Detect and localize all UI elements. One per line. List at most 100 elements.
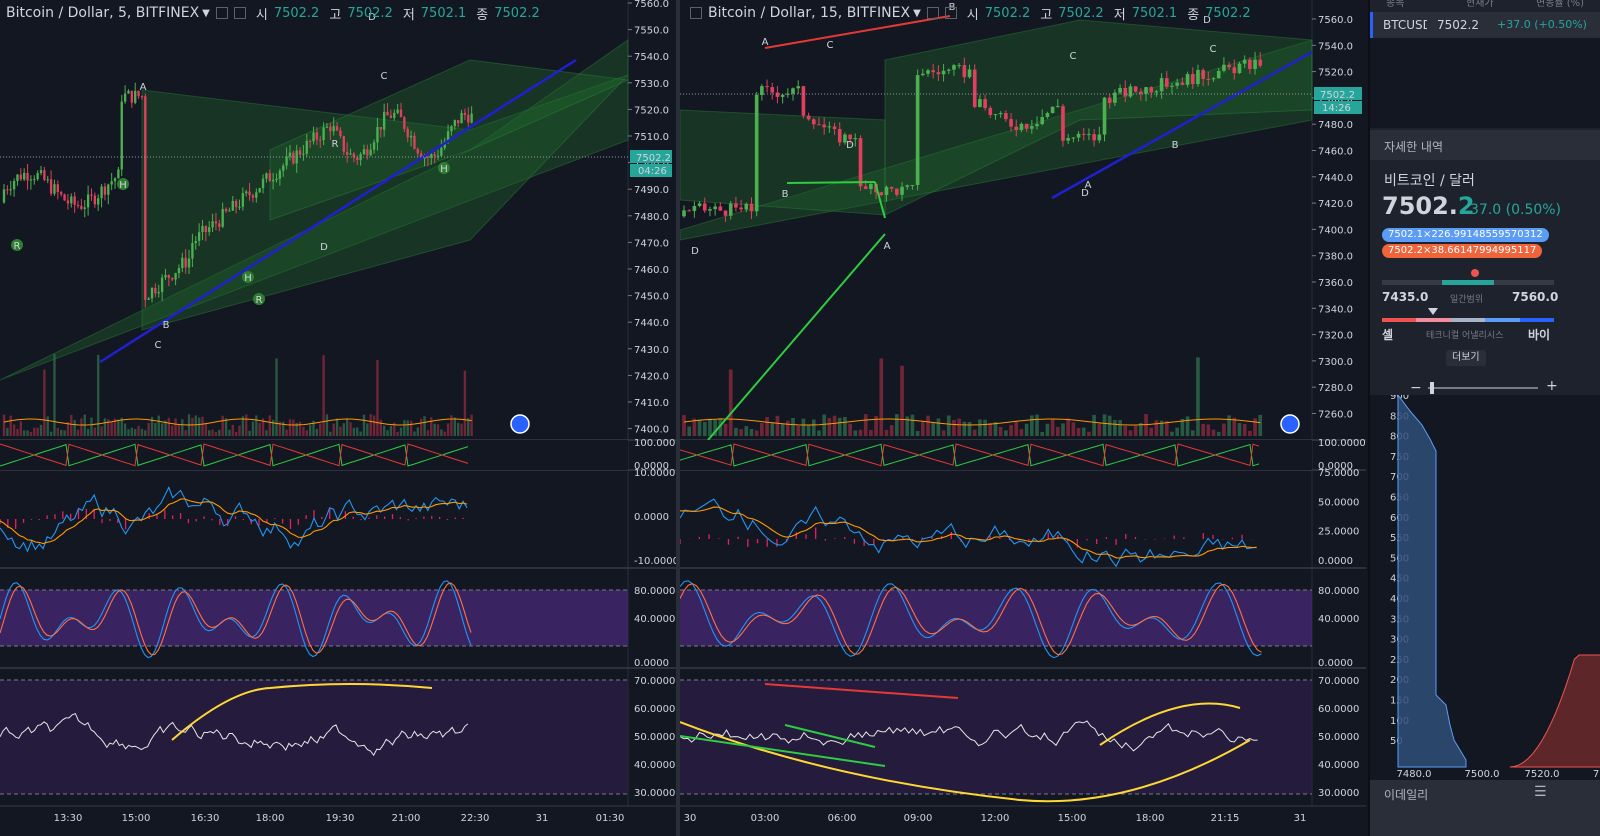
price-last-digit: 2 — [1457, 192, 1475, 220]
pattern-badge — [242, 271, 254, 283]
candle — [1055, 106, 1060, 108]
zoom-in-icon[interactable]: + — [1546, 378, 1558, 394]
compare-icon[interactable] — [944, 7, 957, 19]
volume-bar — [972, 429, 977, 436]
pattern-label: A — [762, 37, 769, 48]
volume-bar — [1040, 431, 1045, 436]
price-tick-label: 7340.0 — [1318, 304, 1353, 315]
footer-label[interactable]: 이데일리 — [1384, 788, 1429, 802]
volume-bar — [739, 429, 743, 436]
chart-canvas-5m[interactable]: 7560.07550.07540.07530.07520.07510.07500… — [0, 0, 676, 836]
volume-bar — [1035, 414, 1039, 436]
volume-bar — [760, 423, 764, 436]
col-symbol[interactable]: 종목 — [1386, 0, 1405, 9]
volume-bar — [457, 422, 460, 436]
price-tick-label: 7300.0 — [1318, 357, 1353, 368]
candle — [90, 194, 93, 196]
time-tick: 15:00 — [122, 813, 151, 824]
volume-bar — [292, 419, 295, 436]
macd-tick: 25.0000 — [1318, 527, 1359, 538]
candle — [723, 210, 728, 216]
settings-icon[interactable] — [926, 7, 939, 19]
candle — [1087, 134, 1091, 136]
candle — [1009, 119, 1013, 127]
chevron-down-icon[interactable]: ▼ — [202, 7, 210, 19]
candle — [1102, 97, 1107, 135]
zoom-slider[interactable] — [1428, 387, 1538, 389]
chart-canvas-15m[interactable]: 7560.07540.07520.07500.07480.07460.07440… — [680, 0, 1366, 836]
more-button[interactable]: 더보기 — [1446, 350, 1486, 366]
compare-icon[interactable] — [233, 7, 246, 19]
pattern-label: D — [691, 246, 699, 257]
volume-bar — [90, 417, 93, 436]
candle — [342, 136, 345, 152]
trend-line — [786, 181, 876, 184]
details-header[interactable]: 자세한 내역 — [1370, 130, 1600, 160]
chart-panel-15m[interactable]: 7560.07540.07520.07500.07480.07460.07440… — [680, 0, 1366, 836]
depth-chart[interactable]: 9008508007507006506005505004504003503002… — [1370, 395, 1600, 780]
volume-bar — [261, 418, 265, 436]
candle — [1159, 78, 1164, 92]
settings-icon[interactable] — [215, 7, 228, 19]
rsi-line — [0, 712, 469, 757]
volume-bar — [150, 416, 154, 436]
candle — [39, 170, 43, 174]
details-title: 자세한 내역 — [1384, 140, 1444, 154]
col-price[interactable]: 현재가 — [1466, 0, 1494, 9]
volume-bar — [1242, 423, 1247, 436]
volume-bar — [983, 419, 987, 436]
zoom-handle[interactable] — [1430, 382, 1434, 394]
symbol-title[interactable]: Bitcoin / Dollar, 5, BITFINEX — [6, 5, 200, 21]
candle — [1014, 126, 1019, 131]
volume-bar — [786, 420, 790, 436]
pattern-label: B — [163, 320, 170, 331]
volume-bar — [702, 422, 707, 436]
pattern-label: R — [14, 241, 21, 252]
candle — [19, 174, 22, 180]
zoom-out-icon[interactable]: − — [1410, 380, 1422, 396]
rsi-tick: 70.0000 — [634, 676, 675, 687]
candle — [177, 268, 181, 274]
chart-panel-5m[interactable]: 7560.07550.07540.07530.07520.07510.07500… — [0, 0, 676, 836]
osc1-tick: 100.0000 — [1318, 438, 1366, 449]
volume-bar — [749, 429, 754, 436]
sync-icon[interactable] — [690, 7, 702, 19]
watchlist-row-btcusd[interactable]: BTCUSD 7502.2 +37.0 (+0.50%) — [1370, 12, 1600, 38]
list-icon[interactable]: ☰ — [1534, 784, 1547, 800]
chart-divider[interactable] — [676, 0, 680, 836]
candle — [271, 179, 275, 182]
time-tick: 18:00 — [1136, 813, 1165, 824]
symbol-title[interactable]: Bitcoin / Dollar, 15, BITFINEX — [708, 5, 911, 21]
candle — [786, 93, 790, 95]
candle — [889, 186, 894, 189]
volume-bar — [780, 423, 785, 436]
rsi-divergence — [1099, 702, 1241, 746]
volume-bar — [1154, 420, 1159, 436]
price-tick-label: 7440.0 — [1318, 173, 1353, 184]
pattern-label: D — [846, 140, 854, 151]
candle — [144, 96, 147, 300]
volume-bar — [19, 421, 22, 436]
candle — [895, 188, 899, 195]
volume-bar — [1061, 423, 1065, 436]
candle — [801, 86, 806, 116]
volume-bar — [874, 415, 878, 436]
osc1-tick: 0.0000 — [1318, 461, 1353, 472]
candle — [16, 174, 19, 182]
candle — [962, 65, 967, 78]
candle — [1092, 134, 1096, 141]
candle — [967, 69, 972, 78]
candle — [6, 189, 9, 191]
volume-bar — [436, 424, 440, 436]
price-tick-label: 7380.0 — [1318, 252, 1353, 263]
candle — [1144, 87, 1148, 94]
candle — [36, 173, 39, 180]
stoch-d — [680, 583, 1262, 656]
candle — [298, 150, 302, 155]
volume-bar — [302, 426, 305, 436]
candle — [1222, 64, 1226, 71]
candle — [238, 206, 241, 208]
chart-header: Bitcoin / Dollar, 15, BITFINEX ▼ 시 7502.2… — [690, 2, 1251, 24]
col-change[interactable]: 변동률 (%) — [1536, 0, 1585, 9]
chevron-down-icon[interactable]: ▼ — [913, 7, 921, 19]
